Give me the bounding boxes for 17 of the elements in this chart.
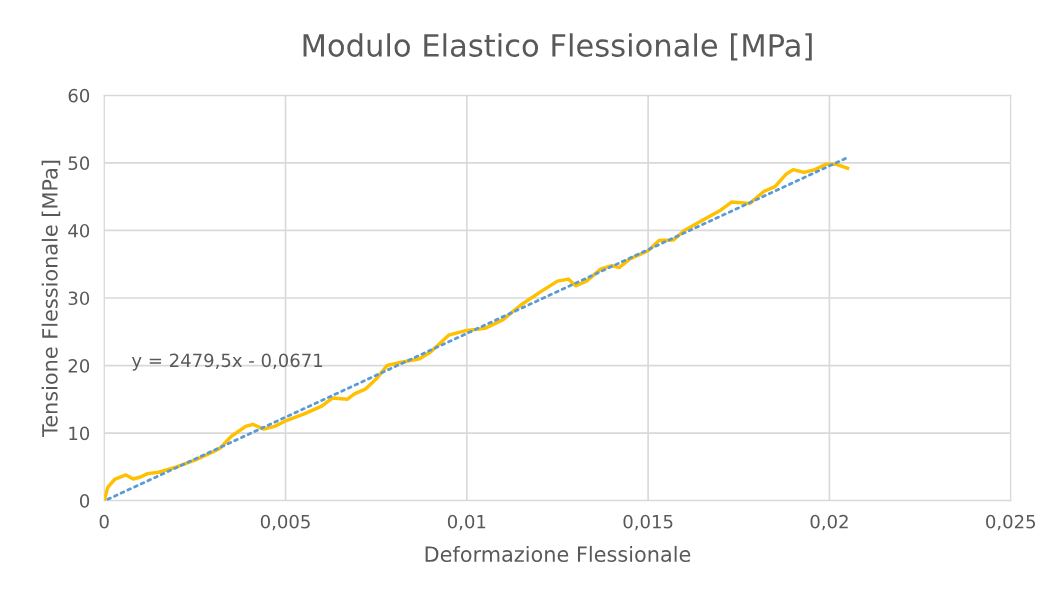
x-tick-label: 0 bbox=[99, 514, 109, 529]
y-tick-label: 0 bbox=[80, 494, 90, 508]
x-tick-label: 0,015 bbox=[623, 514, 673, 531]
x-tick-label: 0,02 bbox=[810, 514, 848, 531]
x-tick-label: 0,01 bbox=[447, 514, 486, 531]
y-tick-label: 60 bbox=[68, 88, 90, 103]
y-tick-label: 30 bbox=[68, 291, 90, 306]
y-tick-label: 10 bbox=[69, 426, 90, 441]
y-axis-title: Tensione Flessionale [MPa] bbox=[41, 160, 61, 438]
x-tick-label: 0,005 bbox=[260, 514, 310, 531]
chart-title: Modulo Elastico Flessionale [MPa] bbox=[303, 33, 812, 61]
x-axis-title: Deformazione Flessionale bbox=[425, 545, 691, 563]
y-tick-label: 40 bbox=[68, 223, 90, 238]
y-tick-label: 20 bbox=[68, 359, 90, 373]
annotation: y = 2479,5x - 0,0671 bbox=[131, 353, 323, 371]
y-tick-label: 50 bbox=[68, 156, 90, 171]
x-tick-label: 0,025 bbox=[986, 514, 1036, 531]
